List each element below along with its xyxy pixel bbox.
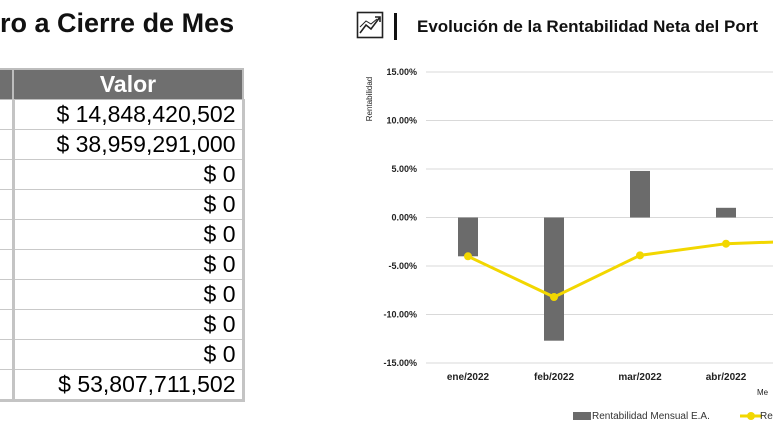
value-cell: $ 0 [12, 309, 245, 340]
row-label-cell-clipped [0, 369, 15, 402]
closing-values-table: Valor $ 14,848,420,502 $ 38,959,291,000 $ … [0, 68, 245, 402]
line-point [464, 252, 472, 261]
y-tick-label: 15.00% [386, 67, 417, 77]
table-row: $ 0 [0, 189, 245, 220]
table-row: $ 0 [0, 279, 245, 310]
table-row: $ 53,807,711,502 [0, 369, 245, 402]
table-row: $ 0 [0, 339, 245, 370]
legend-label-bar: Rentabilidad Mensual E.A. [592, 411, 710, 422]
y-tick-label: -10.00% [383, 310, 417, 320]
value-cell: $ 0 [12, 189, 245, 220]
y-tick-label: -15.00% [383, 358, 417, 368]
legend-swatch-bar [573, 412, 591, 420]
left-panel-title: ro a Cierre de Mes [0, 8, 235, 38]
line-chart-icon [356, 11, 384, 39]
y-tick-label: 5.00% [391, 164, 417, 174]
chart-title: Evolución de la Rentabilidad Neta del Po… [417, 17, 759, 36]
series-line [467, 240, 773, 299]
bar [544, 217, 564, 341]
line-point [722, 239, 730, 248]
title-separator [394, 13, 397, 40]
legend-label-line: Re [760, 411, 773, 422]
value-cell: $ 53,807,711,502 [12, 369, 245, 402]
x-axis-label: Me [757, 388, 769, 397]
table-row: $ 38,959,291,000 [0, 129, 245, 160]
table-row: $ 14,848,420,502 [0, 99, 245, 130]
x-tick-label: mar/2022 [618, 372, 662, 383]
bar [630, 170, 650, 218]
bar [716, 207, 736, 218]
y-tick-label: 10.00% [386, 116, 417, 126]
bar [458, 217, 478, 257]
value-cell: $ 0 [12, 279, 245, 310]
value-cell: $ 38,959,291,000 [12, 129, 245, 160]
value-cell: $ 0 [12, 339, 245, 370]
legend-swatch-marker [747, 412, 755, 420]
line-point [636, 251, 644, 260]
x-tick-label: abr/2022 [706, 372, 747, 383]
line-point [550, 293, 558, 302]
value-cell: $ 14,848,420,502 [12, 99, 245, 130]
table-body: $ 14,848,420,502 $ 38,959,291,000 $ 0 $ 0 $ … [0, 99, 245, 402]
table-row: $ 0 [0, 309, 245, 340]
table-row: $ 0 [0, 249, 245, 280]
y-axis-label: Rentabilidad [365, 77, 374, 121]
x-tick-label: feb/2022 [534, 372, 574, 383]
y-tick-label: 0.00% [391, 213, 417, 223]
x-tick-label: ene/2022 [447, 372, 490, 383]
y-tick-label: -5.00% [388, 261, 417, 271]
closing-values-table-container: Valor $ 14,848,420,502 $ 38,959,291,000 $ … [0, 68, 245, 402]
